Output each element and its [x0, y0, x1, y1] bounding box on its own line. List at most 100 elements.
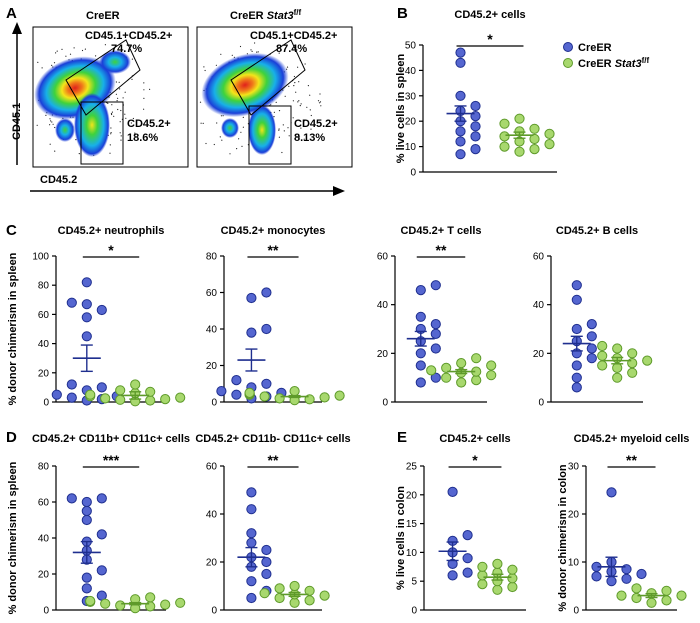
- flow-event-dot: [307, 85, 309, 87]
- y-tick-label: 10: [568, 558, 580, 569]
- chart-title: CD45.2+ CD11b+ CD11c+ cells: [32, 433, 190, 445]
- data-point: [81, 514, 92, 526]
- y-tick-label: 0: [411, 606, 417, 617]
- flow-event-dot: [49, 124, 51, 126]
- y-tick-label: 0: [382, 398, 388, 409]
- flow-event-dot: [78, 153, 80, 155]
- y-tick-label: 40: [405, 66, 417, 77]
- chart-d2: CD45.2+ CD11b- CD11c+ cells 0 20 40 60 **: [195, 433, 350, 617]
- y-arrow-head-icon: [12, 22, 22, 34]
- flow-event-dot: [278, 128, 280, 130]
- data-point: [175, 392, 186, 403]
- data-point: [81, 312, 92, 323]
- data-point: [455, 149, 466, 160]
- flow-event-dot: [131, 58, 133, 60]
- flow-event-dot: [292, 117, 294, 119]
- flow-event-dot: [310, 114, 312, 117]
- data-point: [612, 343, 623, 354]
- y-tick-label: 80: [38, 462, 50, 473]
- data-point: [455, 126, 466, 137]
- density-population-single: [248, 105, 276, 155]
- flow-event-dot: [55, 52, 57, 54]
- chart-e1: CD45.2+ cells 0 5 10 15 20 25 % live cells in c…: [395, 433, 526, 617]
- data-point: [81, 505, 92, 517]
- flow-event-dot: [239, 45, 242, 48]
- y-tick-label: 0: [538, 398, 544, 409]
- flow-event-dot: [284, 95, 286, 97]
- y-tick-label: 60: [377, 252, 389, 263]
- data-point: [447, 486, 458, 497]
- data-point: [470, 131, 481, 142]
- flow-event-dot: [52, 123, 54, 125]
- y-axis-label: % live cells in colon: [395, 486, 407, 590]
- data-point: [597, 360, 608, 371]
- legend-marker-creer: [563, 42, 573, 52]
- chart-e2: CD45.2+ myeloid cells 0 10 20 30% donor chim…: [557, 433, 689, 617]
- flow-event-dot: [238, 138, 240, 140]
- data-point: [455, 47, 466, 58]
- flow-event-dot: [84, 48, 86, 50]
- density-population-minor: [221, 118, 239, 138]
- flow-event-dot: [81, 49, 84, 52]
- data-point: [81, 572, 92, 583]
- flow-event-dot: [110, 127, 112, 129]
- flow-event-dot: [240, 131, 242, 133]
- y-tick-label: 20: [38, 368, 50, 379]
- data-point: [636, 568, 647, 580]
- flow-event-dot: [110, 133, 112, 135]
- data-point: [246, 592, 257, 604]
- data-point: [259, 588, 270, 599]
- data-point: [571, 382, 582, 393]
- flow-plot-1: CreER CD45.1+CD45.2+ 74.7% CD45.2+ 18.6%: [32, 10, 189, 168]
- data-point: [415, 360, 426, 371]
- flow-event-dot: [215, 64, 217, 66]
- legend: CreER CreER Stat3f/f: [563, 42, 649, 70]
- significance-stars: **: [436, 242, 447, 258]
- flow-event-dot: [69, 53, 72, 55]
- flow-event-dot: [275, 101, 277, 103]
- data-point: [492, 558, 503, 570]
- data-point: [486, 370, 497, 381]
- flow-event-dot: [65, 55, 67, 57]
- flow-event-dot: [53, 62, 56, 64]
- data-point: [96, 565, 107, 576]
- flow-event-dot: [278, 110, 281, 112]
- flow-event-dot: [231, 54, 233, 56]
- flow-event-dot: [61, 48, 63, 51]
- flow-event-dot: [107, 102, 109, 104]
- data-point: [246, 576, 257, 587]
- data-point: [571, 360, 582, 371]
- y-tick-label: 20: [38, 570, 50, 581]
- flow-event-dot: [120, 109, 122, 112]
- panel-label-c: C: [6, 222, 17, 239]
- flow-event-dot: [220, 53, 222, 55]
- flow-event-dot: [73, 47, 75, 49]
- significance-stars: *: [108, 242, 114, 258]
- flow-event-dot: [282, 124, 284, 126]
- flow-event-dot: [124, 91, 126, 93]
- flow-event-dot: [254, 42, 256, 44]
- flow-event-dot: [242, 116, 244, 118]
- flow-event-dot: [273, 111, 275, 113]
- data-point: [261, 544, 272, 556]
- y-tick-label: 30: [568, 462, 580, 473]
- y-tick-label: 60: [38, 310, 50, 321]
- data-point: [415, 377, 426, 388]
- flow-event-dot: [200, 122, 202, 124]
- flow-event-dot: [278, 136, 280, 138]
- data-point: [544, 139, 555, 150]
- data-point: [642, 355, 653, 366]
- flow-event-dot: [113, 115, 115, 117]
- data-point: [462, 553, 473, 564]
- gate2-value: 18.6%: [127, 132, 158, 144]
- flow-event-dot: [109, 144, 111, 146]
- flow-event-dot: [203, 66, 205, 68]
- flow-event-dot: [293, 75, 295, 78]
- data-point: [100, 393, 111, 404]
- flow-event-dot: [287, 127, 289, 129]
- data-point: [477, 561, 488, 572]
- flow-event-dot: [56, 50, 58, 52]
- data-point: [586, 331, 597, 342]
- y-tick-label: 60: [38, 498, 50, 509]
